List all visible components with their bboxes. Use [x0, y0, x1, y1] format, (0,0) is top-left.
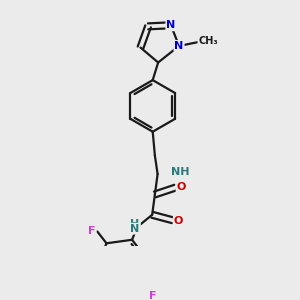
Text: N: N [130, 224, 140, 234]
Text: F: F [149, 291, 157, 300]
Text: O: O [176, 182, 186, 192]
Text: O: O [174, 216, 183, 226]
Text: CH₃: CH₃ [198, 36, 218, 46]
Text: NH: NH [171, 167, 189, 177]
Text: F: F [88, 226, 96, 236]
Text: N: N [166, 20, 176, 30]
Text: N: N [174, 41, 184, 51]
Text: H: H [130, 219, 140, 229]
